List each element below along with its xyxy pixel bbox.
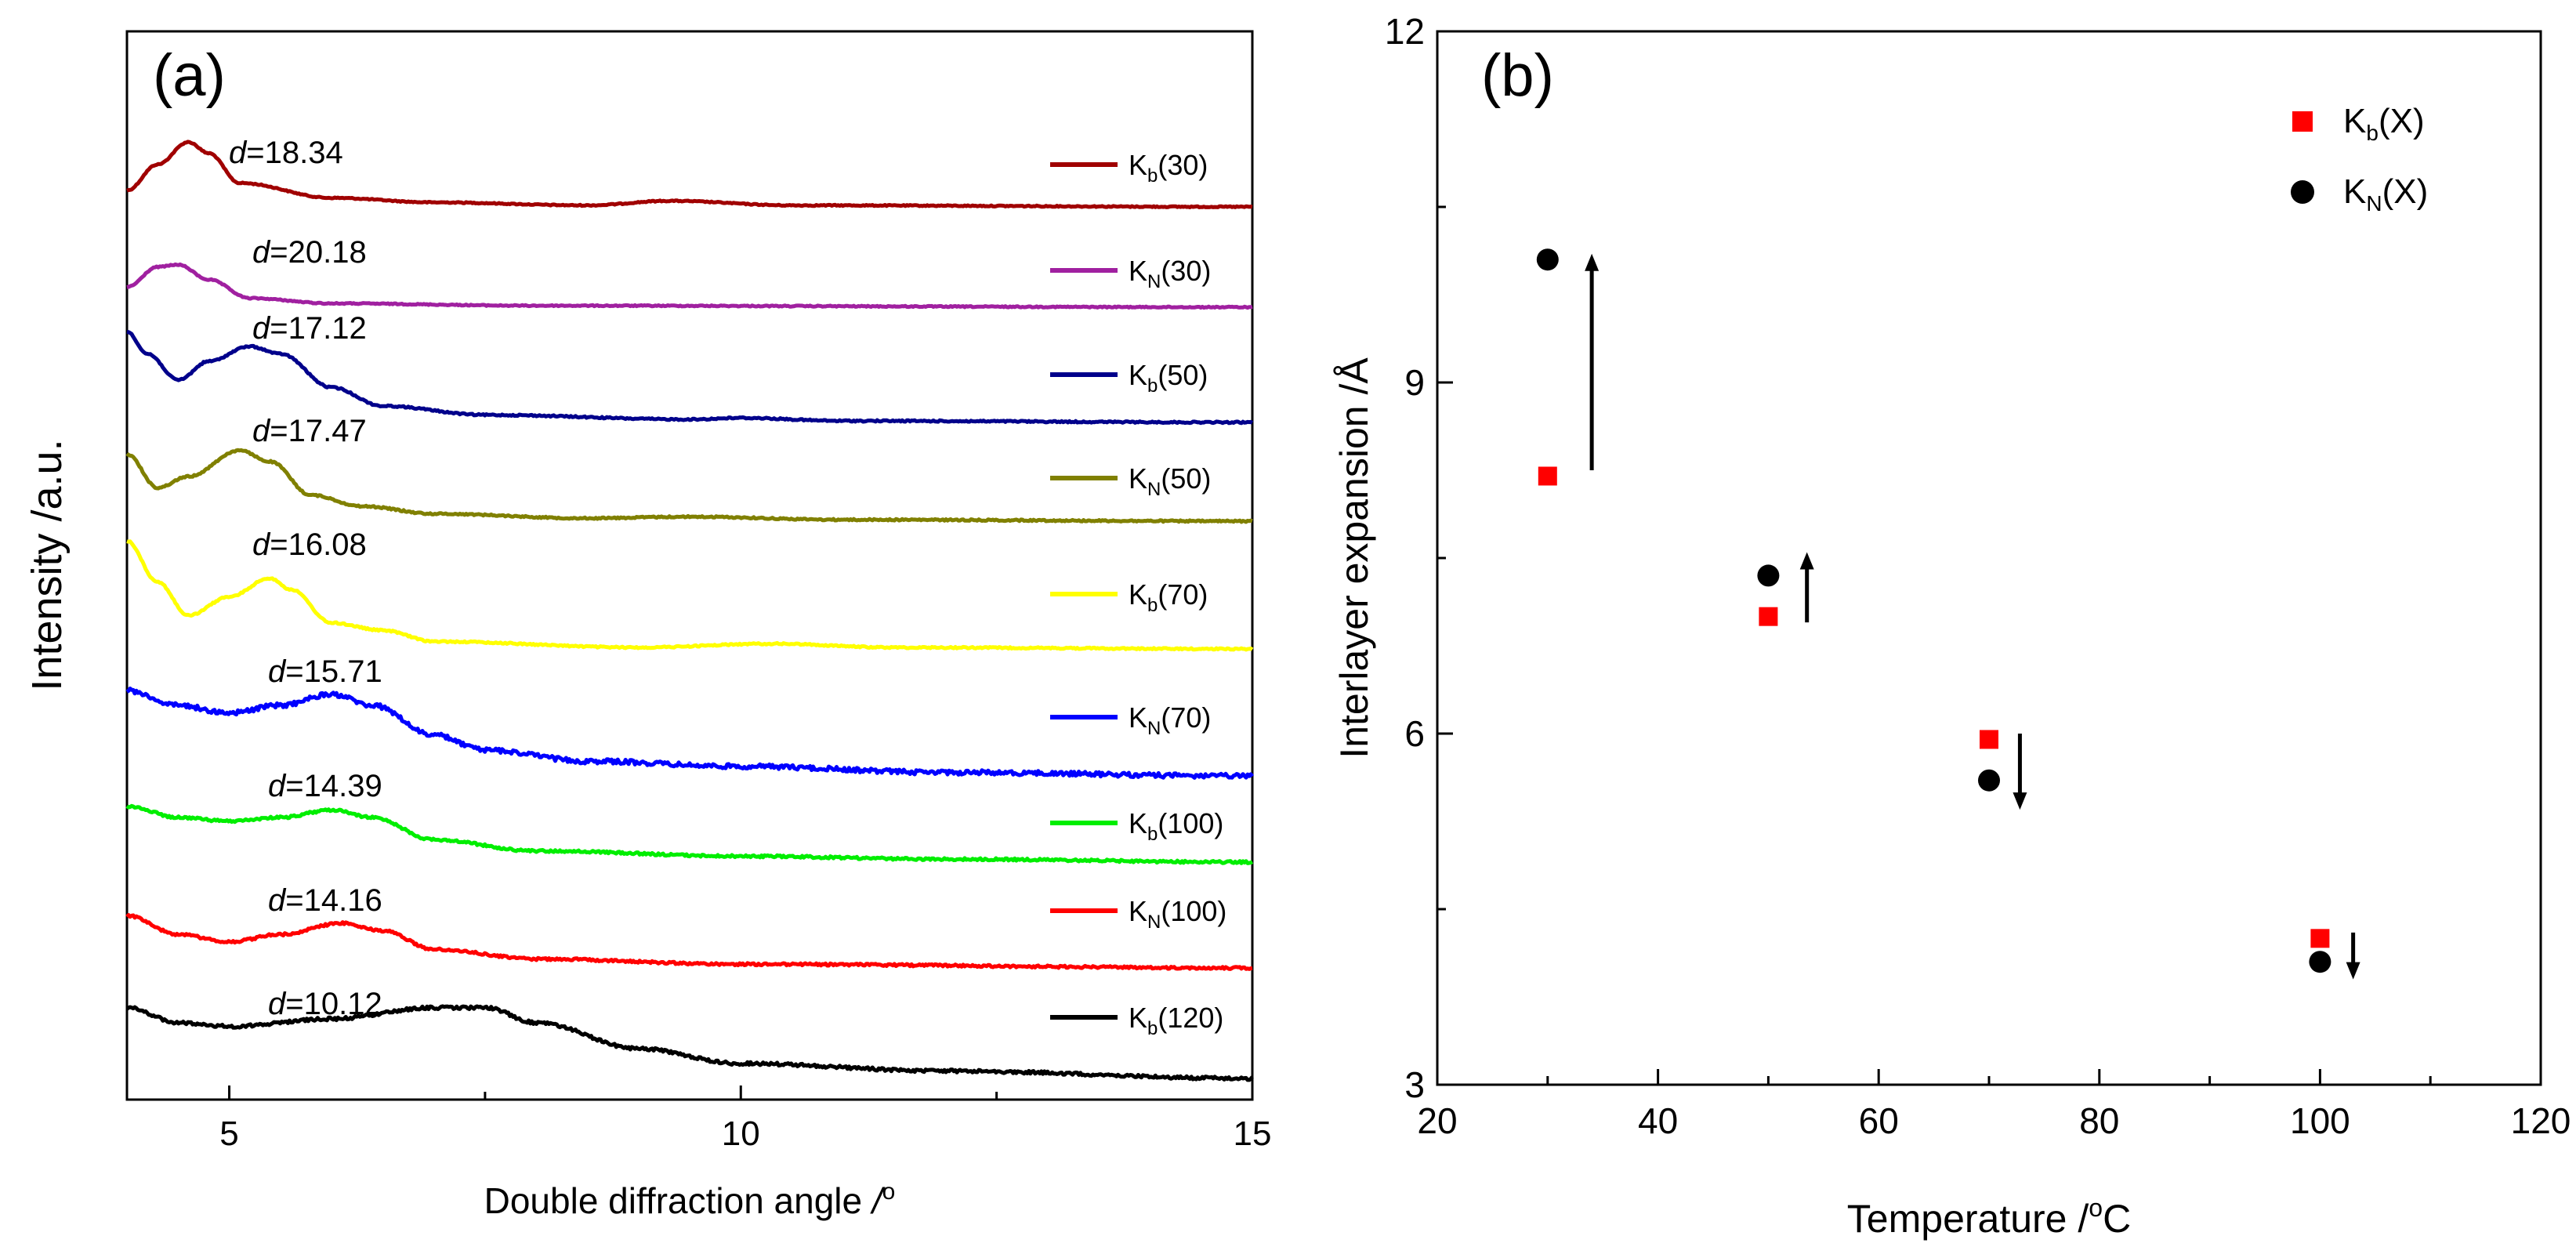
panel-a-x-ticks: 5 10 15 bbox=[219, 1085, 1271, 1153]
legend-entry: KN(100) bbox=[1129, 895, 1226, 933]
panel-b-axis-ticks: 20 40 60 80 100 120 3 6 9 12 bbox=[1385, 11, 2571, 1141]
xrd-curve bbox=[125, 448, 1253, 524]
legend-entry: KN(70) bbox=[1129, 701, 1211, 739]
kn-data-point bbox=[1536, 248, 1559, 271]
d-spacing-label: d=10.12 bbox=[268, 987, 382, 1021]
x-tick-label: 10 bbox=[722, 1114, 760, 1153]
d-spacing-label: d=20.18 bbox=[252, 235, 367, 270]
legend-entry: KN(30) bbox=[1129, 255, 1211, 292]
d-spacing-label: d=17.47 bbox=[252, 414, 367, 448]
legend-entry: Kb(X) bbox=[2343, 102, 2425, 145]
panel-b: (b) 20 40 60 80 100 120 3 6 9 12 Kb(X) KN(X) Tempe… bbox=[1332, 11, 2571, 1241]
legend-entry: KN(X) bbox=[2343, 172, 2428, 216]
panel-a-curves bbox=[125, 140, 1255, 1082]
y-tick-label: 3 bbox=[1404, 1064, 1425, 1105]
panel-b-arrows bbox=[1585, 253, 2360, 980]
d-spacing-label: d=18.34 bbox=[229, 136, 343, 170]
panel-b-y-axis-label: Interlayer expansion /Å bbox=[1332, 357, 1376, 759]
d-spacing-label: d=17.12 bbox=[252, 311, 367, 346]
d-spacing-label: d=14.16 bbox=[268, 883, 382, 918]
change-arrow-head bbox=[2013, 792, 2027, 810]
d-spacing-label: d=14.39 bbox=[268, 769, 382, 803]
kn-data-point bbox=[1978, 769, 2000, 792]
panel-b-legend: Kb(X) KN(X) bbox=[2291, 102, 2428, 216]
kb-data-point bbox=[1759, 607, 1778, 626]
kb-data-point bbox=[2310, 929, 2330, 948]
x-tick-label: 20 bbox=[1417, 1100, 1457, 1141]
panel-a-y-axis-label: Intensity /a.u. bbox=[24, 439, 71, 690]
x-tick-label: 15 bbox=[1234, 1114, 1272, 1153]
d-spacing-label: d=15.71 bbox=[268, 654, 382, 689]
panel-b-label: (b) bbox=[1481, 42, 1554, 109]
change-arrow-head bbox=[1585, 253, 1600, 271]
y-tick-label: 9 bbox=[1404, 362, 1425, 403]
x-tick-label: 120 bbox=[2511, 1100, 2571, 1141]
change-arrow-head bbox=[1799, 552, 1814, 570]
xrd-curve bbox=[126, 262, 1253, 310]
panel-b-points bbox=[1536, 248, 2331, 973]
x-tick-label: 80 bbox=[2079, 1100, 2119, 1141]
panel-b-frame bbox=[1436, 30, 2542, 1086]
d-spacing-label: d=16.08 bbox=[252, 527, 367, 562]
y-tick-label: 12 bbox=[1385, 11, 1425, 52]
xrd-curve bbox=[125, 913, 1253, 971]
xrd-curve bbox=[125, 1004, 1254, 1082]
xrd-curve bbox=[126, 539, 1254, 652]
legend-entry: Kb(120) bbox=[1129, 1002, 1223, 1039]
y-tick-label: 6 bbox=[1404, 713, 1425, 754]
panel-a-frame bbox=[125, 30, 1254, 1101]
x-tick-label: 60 bbox=[1859, 1100, 1899, 1141]
panel-a-x-axis-label: Double diffraction angle /o bbox=[484, 1179, 896, 1221]
change-arrow-head bbox=[2346, 962, 2360, 980]
legend-entry: Kb(70) bbox=[1129, 578, 1208, 616]
legend-entry: Kb(30) bbox=[1129, 149, 1208, 187]
kn-data-point bbox=[1757, 564, 1780, 587]
x-tick-label: 100 bbox=[2290, 1100, 2350, 1141]
kb-data-point bbox=[1980, 730, 1998, 749]
panel-a-d-labels: d=18.34 d=20.18 d=17.12 d=17.47 d=16.08 d=15.… bbox=[229, 136, 382, 1021]
xrd-curve bbox=[126, 140, 1253, 209]
legend-entry: Kb(50) bbox=[1129, 359, 1208, 397]
legend-entry: KN(50) bbox=[1129, 462, 1211, 500]
legend-circle-icon bbox=[2291, 180, 2314, 204]
panel-a: (a) 5 10 15 Kb(30) KN(30) Kb(50) KN(50) Kb(70)… bbox=[24, 30, 1271, 1221]
xrd-curve bbox=[125, 687, 1255, 780]
kn-data-point bbox=[2309, 951, 2331, 973]
xrd-curve bbox=[125, 803, 1254, 865]
panel-a-legend: Kb(30) KN(30) Kb(50) KN(50) Kb(70) KN(70) Kb(1… bbox=[1050, 149, 1226, 1039]
legend-square-icon bbox=[2292, 111, 2313, 132]
legend-entry: Kb(100) bbox=[1129, 807, 1223, 845]
xrd-curve bbox=[126, 329, 1254, 426]
x-tick-label: 5 bbox=[219, 1114, 238, 1153]
panel-a-label: (a) bbox=[153, 42, 226, 109]
kb-data-point bbox=[1538, 466, 1557, 486]
x-tick-label: 40 bbox=[1638, 1100, 1678, 1141]
panel-b-x-axis-label: Temperature /oC bbox=[1847, 1194, 2131, 1241]
